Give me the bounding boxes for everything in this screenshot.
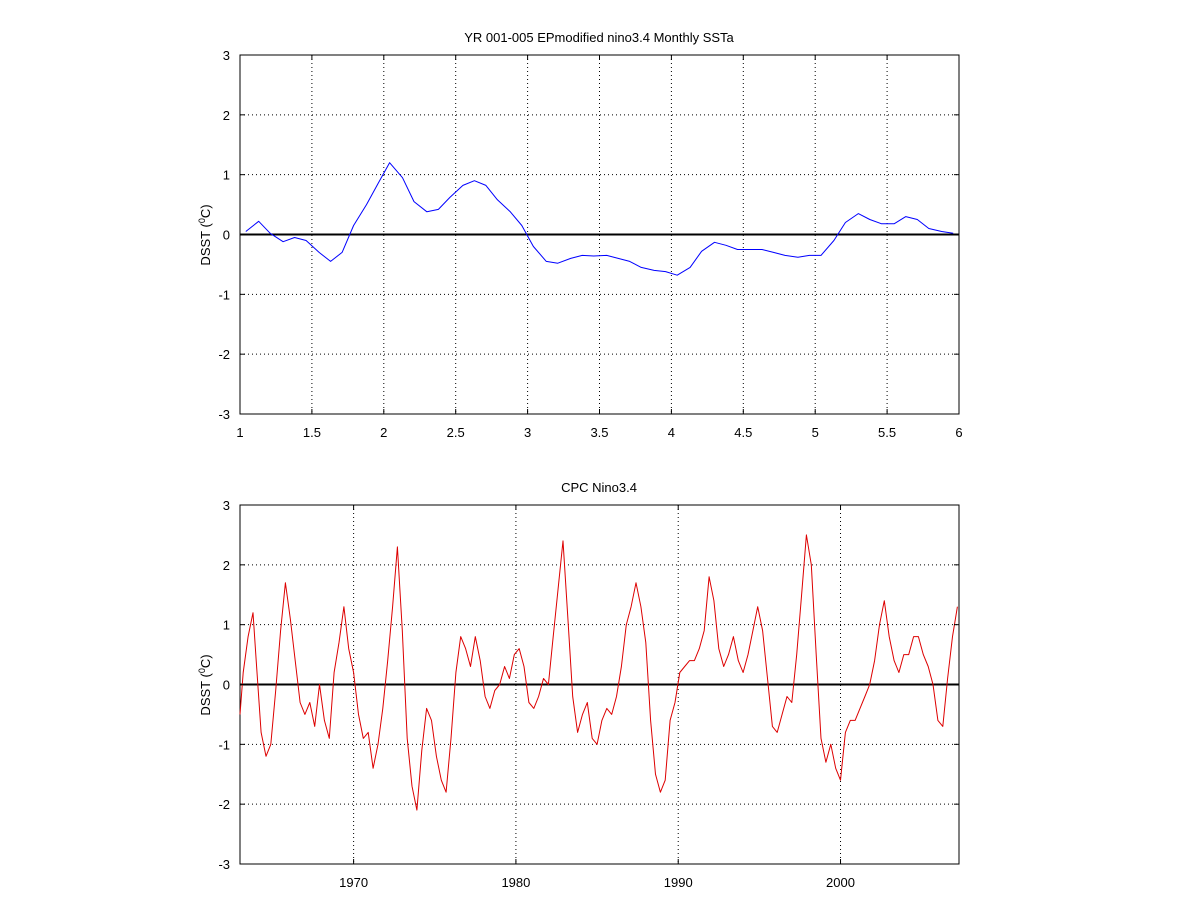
chart-top: 1 1.5 2 2.5 3 3.5 4 4.5 5 5.5 6 -3 -2 -1 0 1 2 3 YR 001-…	[197, 30, 963, 440]
y-tick-label: -3	[218, 857, 230, 872]
y-tick-label: -1	[218, 737, 230, 752]
x-tick-label: 3.5	[590, 425, 608, 440]
x-ticks-bottom: 1970 1980 1990 2000	[339, 505, 855, 890]
series-group-top	[245, 162, 954, 276]
series-line	[245, 162, 954, 276]
y-tick-label: 0	[223, 228, 230, 243]
x-tick-label: 6	[955, 425, 962, 440]
y-axis-label-bottom-sup: 0	[197, 668, 207, 673]
x-tick-label: 1980	[501, 875, 530, 890]
x-tick-label: 1.5	[303, 425, 321, 440]
series-group-bottom	[239, 534, 958, 811]
y-axis-label-top-tail: C)	[198, 204, 213, 218]
x-tick-label: 1970	[339, 875, 368, 890]
y-tick-label: -2	[218, 797, 230, 812]
y-ticks-top: -3 -2 -1 0 1 2 3	[218, 48, 959, 422]
y-tick-label: 3	[223, 48, 230, 63]
y-tick-label: 0	[223, 678, 230, 693]
x-tick-label: 2	[380, 425, 387, 440]
y-axis-label-top-sup: 0	[197, 218, 207, 223]
y-tick-label: -3	[218, 407, 230, 422]
y-axis-label-top: DSST (0C)	[197, 204, 213, 265]
x-tick-label: 4.5	[734, 425, 752, 440]
y-axis-label-bottom: DSST (0C)	[197, 654, 213, 715]
y-tick-label: 2	[223, 558, 230, 573]
y-axis-label-top-main: DSST (	[198, 223, 213, 266]
chart-title-top: YR 001-005 EPmodified nino3.4 Monthly SS…	[464, 30, 734, 45]
x-tick-label: 2.5	[447, 425, 465, 440]
y-axis-label-bottom-main: DSST (	[198, 673, 213, 716]
x-tick-label: 4	[668, 425, 675, 440]
y-tick-label: 1	[223, 618, 230, 633]
y-tick-label: 2	[223, 108, 230, 123]
y-tick-label: 1	[223, 168, 230, 183]
chart-title-bottom: CPC Nino3.4	[561, 480, 637, 495]
series-line	[239, 534, 958, 811]
y-axis-label-bottom-tail: C)	[198, 654, 213, 668]
x-tick-label: 5.5	[878, 425, 896, 440]
y-tick-label: -1	[218, 287, 230, 302]
y-tick-label: 3	[223, 498, 230, 513]
x-tick-label: 2000	[826, 875, 855, 890]
x-tick-label: 1990	[664, 875, 693, 890]
x-tick-label: 1	[236, 425, 243, 440]
x-tick-label: 5	[812, 425, 819, 440]
y-tick-label: -2	[218, 347, 230, 362]
x-ticks-top: 1 1.5 2 2.5 3 3.5 4 4.5 5 5.5 6	[236, 55, 963, 440]
y-ticks-bottom: -3 -2 -1 0 1 2 3	[218, 498, 959, 872]
x-tick-label: 3	[524, 425, 531, 440]
